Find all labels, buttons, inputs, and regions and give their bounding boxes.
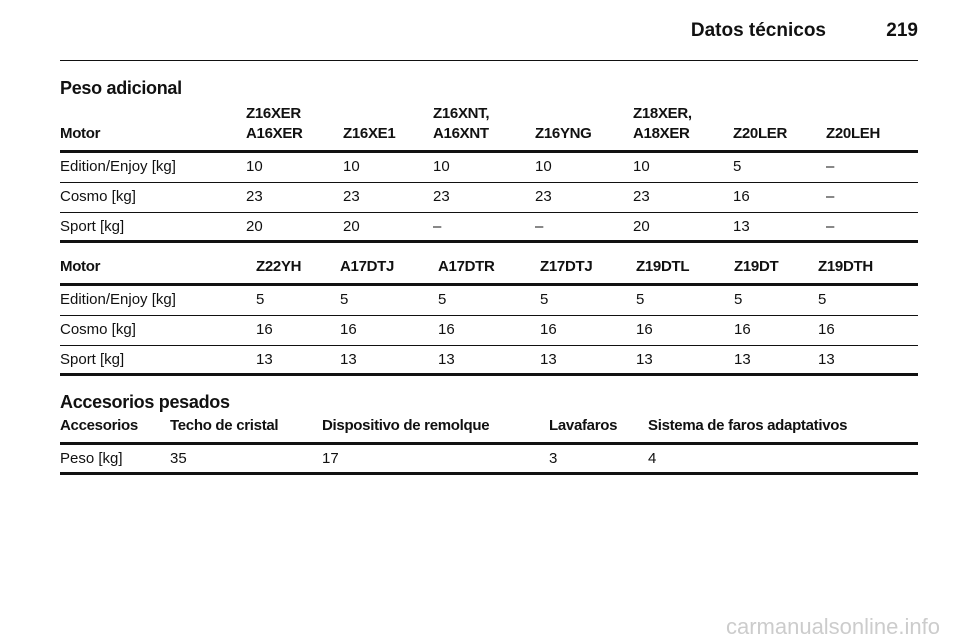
row-rule xyxy=(60,373,918,376)
column-header: Z20LER xyxy=(733,125,788,142)
table-cell: 10 xyxy=(343,158,360,175)
column-header: Z16XER A16XER xyxy=(246,105,303,142)
section-title: Accesorios pesados xyxy=(60,392,230,412)
section-title: Peso adicional xyxy=(60,78,182,98)
table-cell: 16 xyxy=(636,321,653,338)
column-header: Z18XER, A18XER xyxy=(633,105,692,142)
column-header: Z19DTL xyxy=(636,258,690,275)
row-rule xyxy=(60,315,918,316)
column-header: Z19DT xyxy=(734,258,779,275)
table-cell: Sport [kg] xyxy=(60,218,125,235)
table-cell: 13 xyxy=(540,351,557,368)
table-cell: 13 xyxy=(734,351,751,368)
row-rule xyxy=(60,212,918,213)
table-cell: 13 xyxy=(636,351,653,368)
header-rule xyxy=(60,60,918,61)
column-header: A17DTJ xyxy=(340,258,395,275)
table-cell: 10 xyxy=(535,158,552,175)
table-cell: Peso [kg] xyxy=(60,450,123,467)
column-header: Z16YNG xyxy=(535,125,592,142)
table-cell: 20 xyxy=(343,218,360,235)
table-rule xyxy=(60,442,918,445)
page-number: 219 xyxy=(886,20,918,41)
table-cell: 16 xyxy=(818,321,835,338)
table-cell: 23 xyxy=(343,188,360,205)
table-cell: 5 xyxy=(636,291,645,308)
row-rule xyxy=(60,182,918,183)
table-cell: Edition/Enjoy [kg] xyxy=(60,291,176,308)
table-cell: 10 xyxy=(246,158,263,175)
column-header: Z20LEH xyxy=(826,125,881,142)
column-header: Z19DTH xyxy=(818,258,873,275)
table-cell: – xyxy=(826,188,835,205)
table-cell: 5 xyxy=(256,291,265,308)
row-rule xyxy=(60,345,918,346)
table-cell: 4 xyxy=(648,450,657,467)
column-header: Z22YH xyxy=(256,258,302,275)
table-cell: – xyxy=(826,158,835,175)
table-cell: 5 xyxy=(818,291,827,308)
column-header: Lavafaros xyxy=(549,417,618,434)
column-header: Sistema de faros adaptativos xyxy=(648,417,848,434)
table-cell: 23 xyxy=(433,188,450,205)
table-cell: 5 xyxy=(734,291,743,308)
table-cell: 20 xyxy=(246,218,263,235)
table-cell: 20 xyxy=(633,218,650,235)
table-cell: 5 xyxy=(540,291,549,308)
table-cell: – xyxy=(535,218,544,235)
table-cell: 13 xyxy=(818,351,835,368)
table-cell: 5 xyxy=(438,291,447,308)
table-cell: 13 xyxy=(340,351,357,368)
table-cell: 16 xyxy=(733,188,750,205)
table-cell: – xyxy=(433,218,442,235)
table-cell: Edition/Enjoy [kg] xyxy=(60,158,176,175)
table-cell: 13 xyxy=(438,351,455,368)
column-header: Accesorios xyxy=(60,417,138,434)
row-rule xyxy=(60,472,918,475)
table-cell: 16 xyxy=(340,321,357,338)
table-cell: 35 xyxy=(170,450,187,467)
table-cell: 23 xyxy=(633,188,650,205)
column-header: Z16XNT, A16XNT xyxy=(433,105,490,142)
table-cell: 16 xyxy=(540,321,557,338)
watermark: carmanualsonline.info xyxy=(725,614,940,639)
table-cell: 13 xyxy=(256,351,273,368)
table-cell: 5 xyxy=(340,291,349,308)
column-header: Motor xyxy=(60,258,101,275)
table-cell: Sport [kg] xyxy=(60,351,125,368)
table-cell: 3 xyxy=(549,450,558,467)
table-cell: 10 xyxy=(633,158,650,175)
table-rule xyxy=(60,283,918,286)
table-cell: Cosmo [kg] xyxy=(60,188,136,205)
table-cell: 16 xyxy=(438,321,455,338)
table-cell: 23 xyxy=(535,188,552,205)
column-header: A17DTR xyxy=(438,258,495,275)
table-rule xyxy=(60,150,918,153)
table-cell: 16 xyxy=(734,321,751,338)
table-cell: 16 xyxy=(256,321,273,338)
table-cell: 5 xyxy=(733,158,742,175)
table-cell: 13 xyxy=(733,218,750,235)
table-cell: 10 xyxy=(433,158,450,175)
table-cell: 23 xyxy=(246,188,263,205)
column-header: Z17DTJ xyxy=(540,258,593,275)
table-cell: Cosmo [kg] xyxy=(60,321,136,338)
column-header: Techo de cristal xyxy=(170,417,279,434)
column-header: Z16XE1 xyxy=(343,125,396,142)
header-title: Datos técnicos xyxy=(690,20,826,41)
table-cell: – xyxy=(826,218,835,235)
table-cell: 17 xyxy=(322,450,339,467)
column-header: Motor xyxy=(60,125,101,142)
column-header: Dispositivo de remolque xyxy=(322,417,490,434)
row-rule xyxy=(60,240,918,243)
